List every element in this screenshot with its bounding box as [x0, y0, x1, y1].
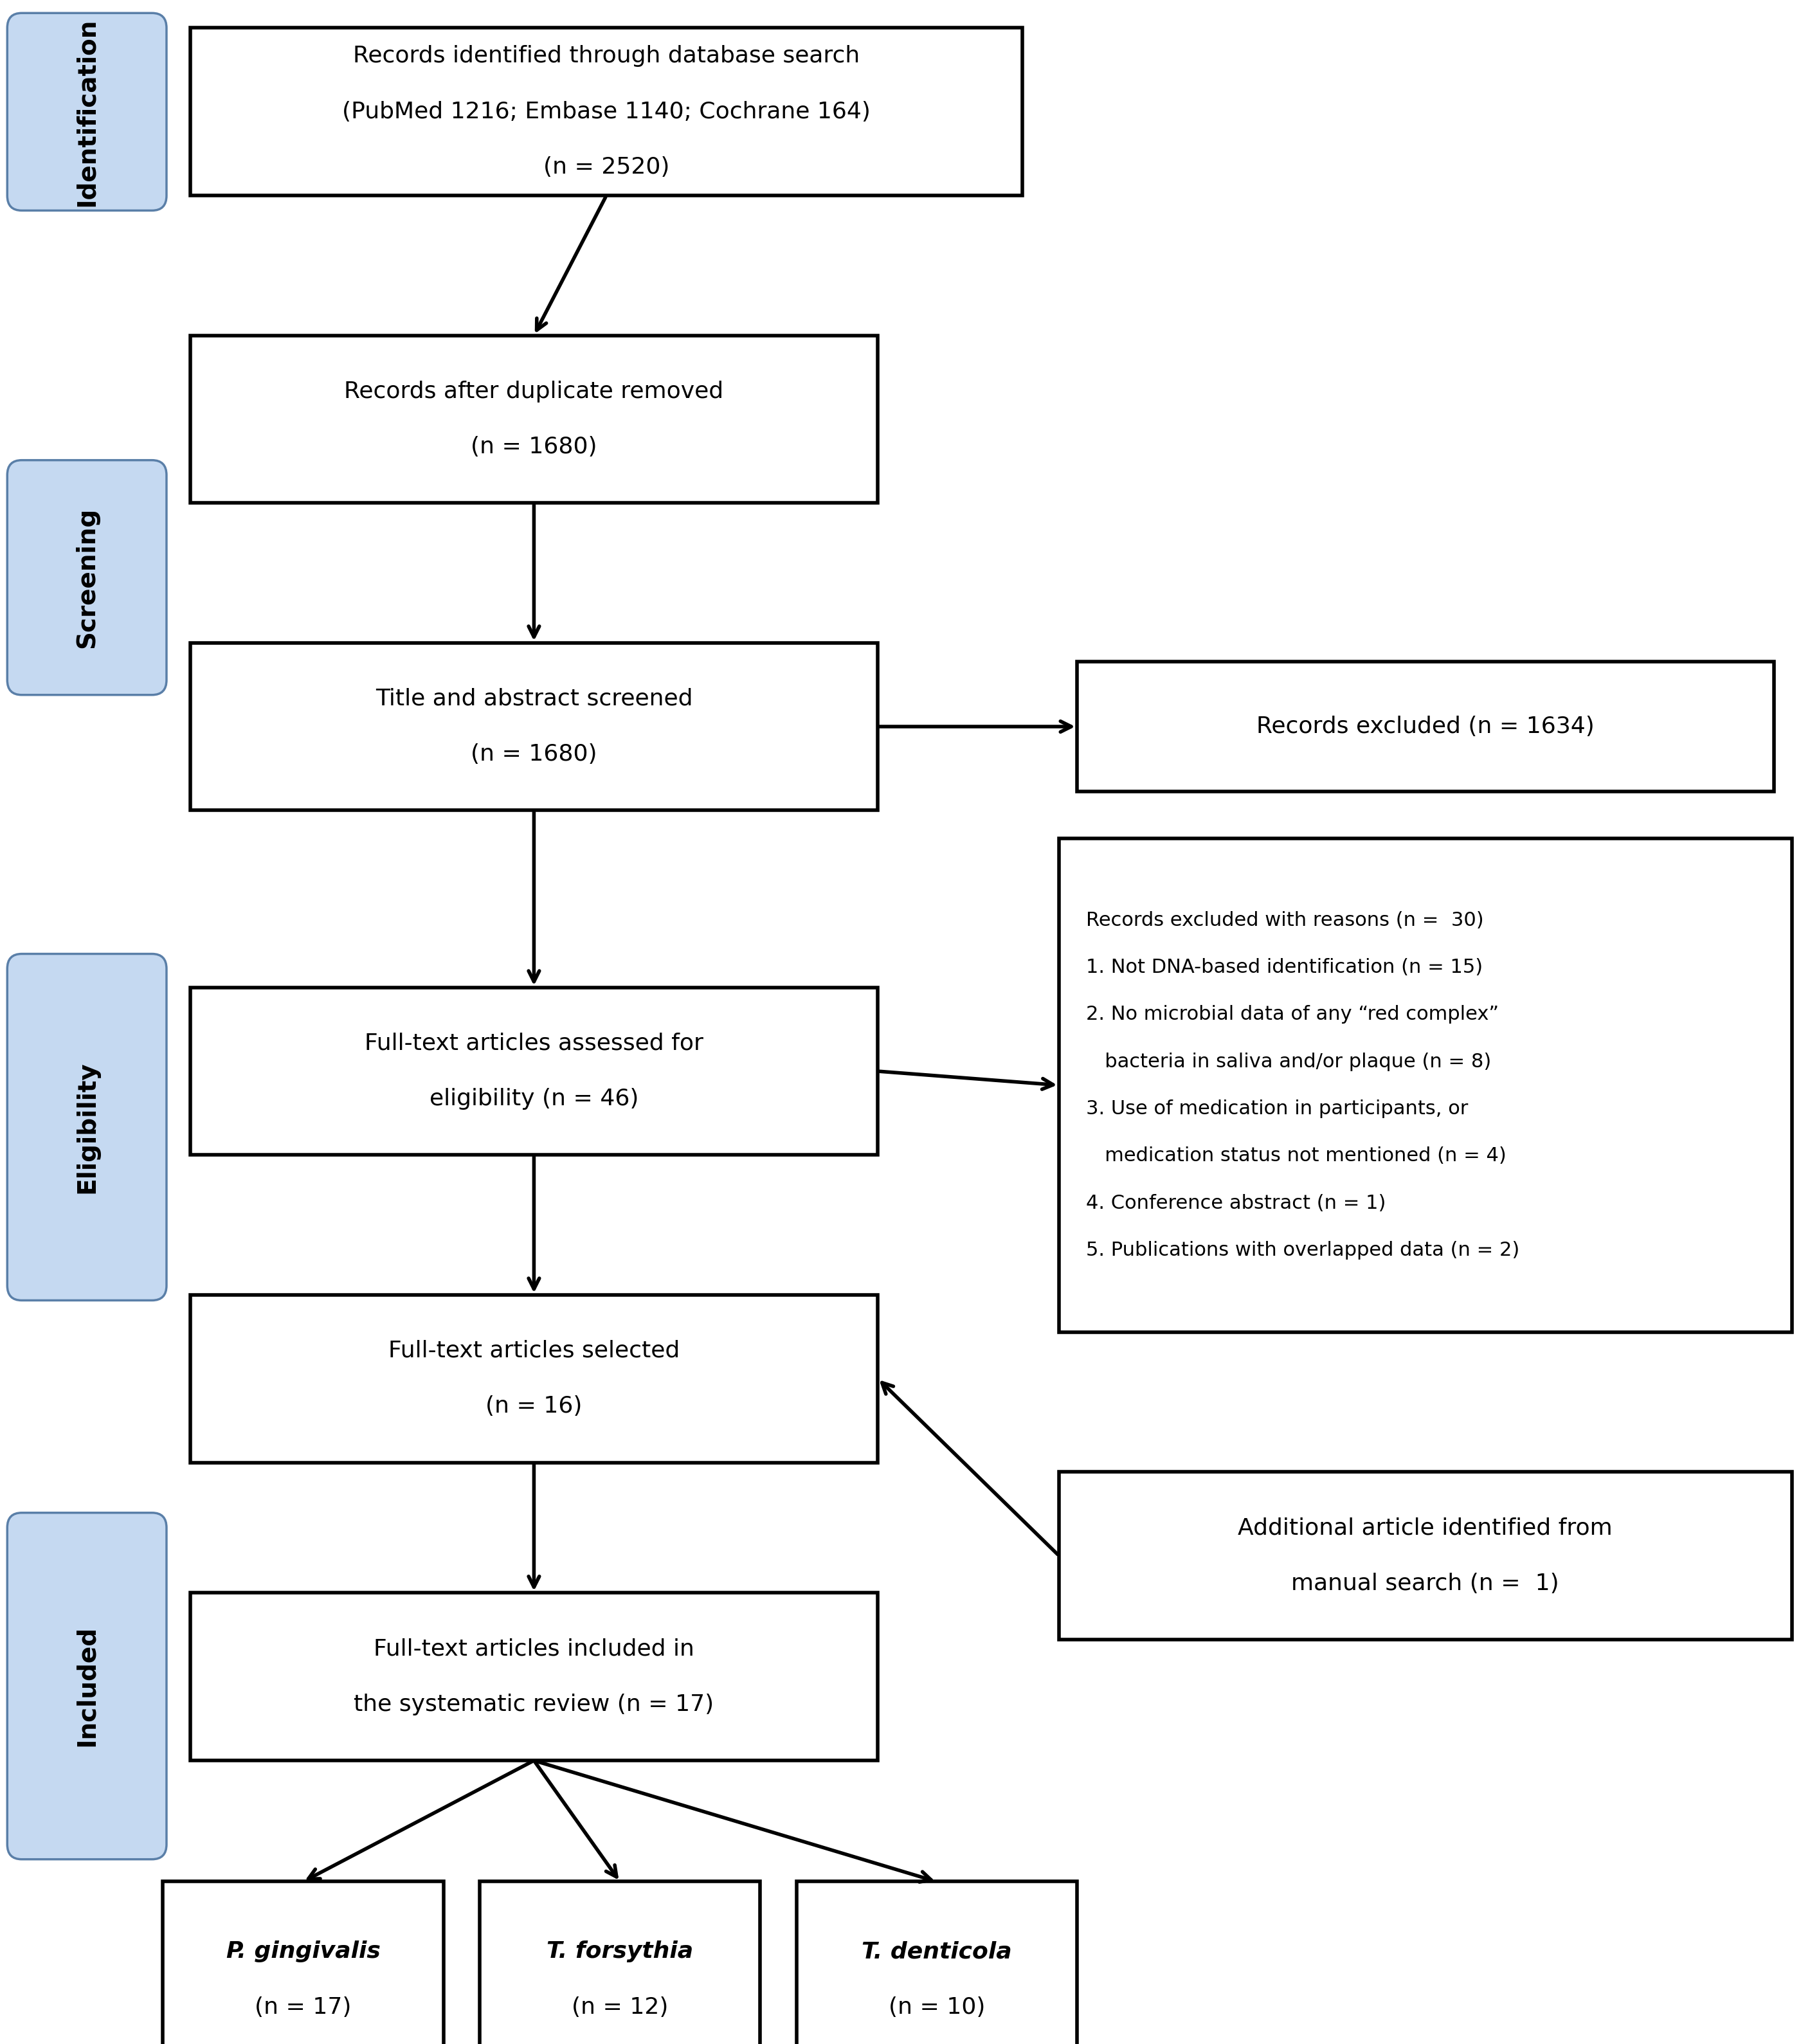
Text: medication status not mentioned (n = 4): medication status not mentioned (n = 4): [1086, 1147, 1506, 1165]
Text: 1. Not DNA-based identification (n = 15): 1. Not DNA-based identification (n = 15): [1086, 959, 1482, 977]
FancyBboxPatch shape: [190, 1294, 878, 1461]
FancyBboxPatch shape: [190, 335, 878, 503]
Text: 4. Conference abstract (n = 1): 4. Conference abstract (n = 1): [1086, 1194, 1386, 1212]
FancyBboxPatch shape: [190, 987, 878, 1155]
FancyBboxPatch shape: [163, 1883, 443, 2044]
Text: Records excluded (n = 1634): Records excluded (n = 1634): [1256, 715, 1595, 738]
Text: Records identified through database search: Records identified through database sear…: [353, 45, 860, 67]
Text: Additional article identified from: Additional article identified from: [1238, 1517, 1613, 1539]
Text: Records excluded with reasons (n =  30): Records excluded with reasons (n = 30): [1086, 912, 1484, 930]
Text: (n = 12): (n = 12): [572, 1997, 668, 2017]
Text: Included: Included: [74, 1625, 100, 1746]
Text: (n = 2520): (n = 2520): [543, 157, 670, 178]
Text: eligibility (n = 46): eligibility (n = 46): [429, 1087, 639, 1110]
Text: (n = 16): (n = 16): [485, 1396, 583, 1416]
Text: (n = 10): (n = 10): [889, 1997, 985, 2017]
Text: bacteria in saliva and/or plaque (n = 8): bacteria in saliva and/or plaque (n = 8): [1086, 1053, 1491, 1071]
FancyBboxPatch shape: [1059, 1472, 1792, 1639]
FancyBboxPatch shape: [1059, 838, 1792, 1333]
FancyBboxPatch shape: [480, 1883, 760, 2044]
Text: Records after duplicate removed: Records after duplicate removed: [344, 380, 724, 403]
Text: 5. Publications with overlapped data (n = 2): 5. Publications with overlapped data (n …: [1086, 1241, 1520, 1259]
Text: Full-text articles assessed for: Full-text articles assessed for: [364, 1032, 704, 1055]
Text: the systematic review (n = 17): the systematic review (n = 17): [355, 1694, 713, 1715]
Text: Title and abstract screened: Title and abstract screened: [375, 687, 693, 709]
FancyBboxPatch shape: [7, 1513, 167, 1860]
FancyBboxPatch shape: [1077, 662, 1774, 791]
Text: 2. No microbial data of any “red complex”: 2. No microbial data of any “red complex…: [1086, 1006, 1499, 1024]
FancyBboxPatch shape: [190, 642, 878, 809]
Text: T. forsythia: T. forsythia: [547, 1940, 693, 1962]
Text: manual search (n =  1): manual search (n = 1): [1291, 1572, 1560, 1594]
Text: Screening: Screening: [74, 507, 100, 648]
Text: P. gingivalis: P. gingivalis: [226, 1940, 380, 1962]
FancyBboxPatch shape: [7, 955, 167, 1300]
Text: (n = 1680): (n = 1680): [471, 744, 597, 764]
Text: Full-text articles selected: Full-text articles selected: [387, 1339, 681, 1361]
FancyBboxPatch shape: [190, 29, 1023, 196]
Text: Full-text articles included in: Full-text articles included in: [373, 1637, 695, 1660]
Text: (PubMed 1216; Embase 1140; Cochrane 164): (PubMed 1216; Embase 1140; Cochrane 164): [342, 100, 871, 123]
FancyBboxPatch shape: [190, 1592, 878, 1760]
Text: Eligibility: Eligibility: [74, 1061, 100, 1194]
Text: (n = 17): (n = 17): [255, 1997, 351, 2017]
FancyBboxPatch shape: [7, 12, 167, 211]
FancyBboxPatch shape: [7, 460, 167, 695]
FancyBboxPatch shape: [796, 1883, 1077, 2044]
Text: 3. Use of medication in participants, or: 3. Use of medication in participants, or: [1086, 1100, 1468, 1118]
Text: Identification: Identification: [74, 18, 100, 206]
Text: (n = 1680): (n = 1680): [471, 435, 597, 458]
Text: T. denticola: T. denticola: [862, 1940, 1012, 1962]
